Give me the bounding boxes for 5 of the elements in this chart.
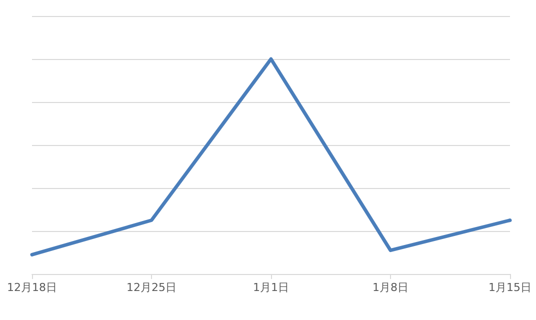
x-tick-label: 1月1日 <box>253 281 289 294</box>
x-tick-label: 12月25日 <box>126 281 176 294</box>
x-tick-label: 1月8日 <box>372 281 408 294</box>
x-tick-label: 12月18日 <box>7 281 57 294</box>
x-tick-label: 1月15日 <box>488 281 532 294</box>
